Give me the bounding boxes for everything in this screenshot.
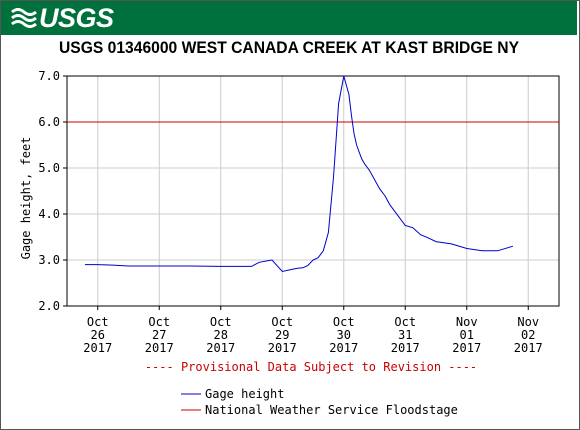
x-tick-label: Oct (148, 315, 170, 329)
x-tick-label: Oct (271, 315, 293, 329)
usgs-wave-icon (11, 8, 37, 28)
x-tick-label: 01 (460, 328, 474, 342)
x-tick-label: 29 (275, 328, 289, 342)
usgs-logo[interactable]: USGS (11, 3, 114, 34)
y-tick-label: 2.0 (38, 299, 60, 313)
y-tick-label: 5.0 (38, 161, 60, 175)
x-tick-label: 26 (91, 328, 105, 342)
x-tick-label: 2017 (268, 341, 297, 355)
x-tick-label: Oct (87, 315, 109, 329)
x-tick-label: 31 (398, 328, 412, 342)
x-tick-label: Oct (394, 315, 416, 329)
x-tick-label: 2017 (452, 341, 481, 355)
series-gage-height (84, 75, 514, 273)
y-tick-label: 7.0 (38, 69, 60, 83)
provisional-annotation: ---- Provisional Data Subject to Revisio… (145, 360, 477, 374)
chart-title: USGS 01346000 WEST CANADA CREEK AT KAST … (58, 38, 520, 57)
x-tick-label: Nov (517, 315, 539, 329)
x-tick-label: Oct (210, 315, 232, 329)
y-tick-label: 3.0 (38, 253, 60, 267)
legend-label-gage-height: Gage height (205, 387, 284, 401)
x-axis-ticks: Oct262017Oct272017Oct282017Oct292017Oct3… (83, 306, 543, 355)
x-tick-label: 2017 (83, 341, 112, 355)
x-tick-label: 2017 (391, 341, 420, 355)
x-tick-label: 2017 (206, 341, 235, 355)
x-tick-label: Nov (456, 315, 478, 329)
x-tick-label: 30 (337, 328, 351, 342)
x-tick-label: 2017 (514, 341, 543, 355)
x-tick-label: 2017 (329, 341, 358, 355)
usgs-logo-text: USGS (39, 3, 114, 33)
y-tick-label: 6.0 (38, 115, 60, 129)
y-axis-ticks: 2.0 3.0 4.0 5.0 6.0 7.0 (38, 69, 67, 313)
x-tick-label: 28 (214, 328, 228, 342)
y-tick-label: 4.0 (38, 207, 60, 221)
y-axis-label: Gage height, feet (19, 137, 33, 260)
x-tick-label: 2017 (145, 341, 174, 355)
plot-area-border (66, 75, 560, 307)
chart-grid (67, 76, 559, 306)
usgs-header: USGS (1, 1, 577, 35)
legend-label-floodstage: National Weather Service Floodstage (205, 403, 458, 417)
x-tick-label: Oct (333, 315, 355, 329)
x-tick-label: 02 (521, 328, 535, 342)
x-tick-label: 27 (152, 328, 166, 342)
